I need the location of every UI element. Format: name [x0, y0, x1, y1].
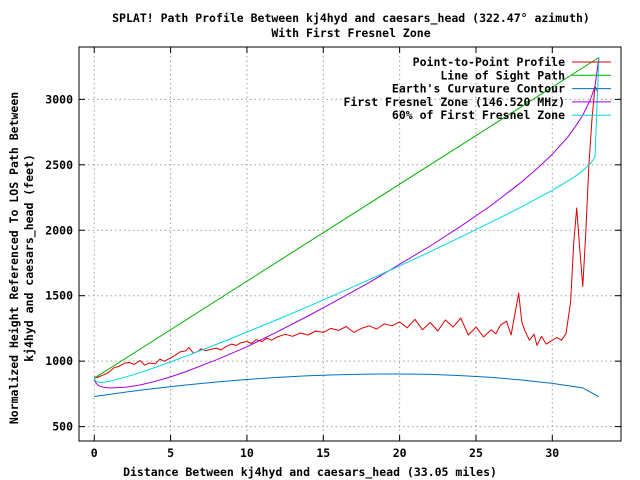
chart-subtitle: With First Fresnel Zone: [271, 26, 430, 40]
series-line-first-fresnel-zone-146-520-mhz: [93, 57, 600, 389]
y-tick-label: 1000: [45, 354, 73, 368]
y-axis-label-line1: Normalized Height Referenced To LOS Path…: [7, 92, 21, 424]
plot-frame: [78, 46, 622, 442]
grid-lines: [79, 47, 621, 441]
y-axis-label-line2: kj4hyd and caesars_head (feet): [22, 154, 37, 362]
legend-label-60-of-first-fresnel-zone: 60% of First Fresnel Zone: [392, 108, 565, 122]
x-tick-label: 30: [545, 446, 559, 460]
y-tick-label: 1500: [45, 289, 73, 303]
legend-label-earth-s-curvature-contour: Earth's Curvature Contour: [392, 82, 565, 96]
series-line-line-of-sight-path: [94, 57, 600, 379]
axis-ticks: 0 5 10 15 20 25 30 500 1000 1500 2000 2500 3000: [45, 47, 621, 460]
x-tick-label: 10: [240, 446, 254, 460]
x-tick-label: 25: [469, 446, 483, 460]
series-line-point-to-point-profile: [94, 85, 599, 378]
legend-label-point-to-point-profile: Point-to-Point Profile: [413, 55, 565, 69]
chart-title: SPLAT! Path Profile Between kj4hyd and c…: [112, 11, 590, 26]
y-tick-label: 2000: [45, 223, 73, 237]
legend-label-first-fresnel-zone-146-520-mhz: First Fresnel Zone (146.520 MHz): [343, 95, 565, 109]
y-tick-label: 3000: [45, 92, 73, 106]
series-line-60-of-first-fresnel-zone: [93, 57, 600, 383]
x-tick-label: 0: [91, 446, 98, 460]
series-line-earth-s-curvature-contour: [94, 373, 600, 398]
x-axis-label: Distance Between kj4hyd and caesars_head…: [123, 465, 497, 480]
x-tick-label: 15: [316, 446, 330, 460]
y-tick-label: 2500: [45, 158, 73, 172]
y-tick-label: 500: [52, 420, 73, 434]
legend-label-line-of-sight-path: Line of Sight Path: [440, 68, 565, 82]
x-tick-label: 20: [393, 446, 407, 460]
x-tick-label: 5: [167, 446, 174, 460]
series-lines: [93, 57, 600, 398]
